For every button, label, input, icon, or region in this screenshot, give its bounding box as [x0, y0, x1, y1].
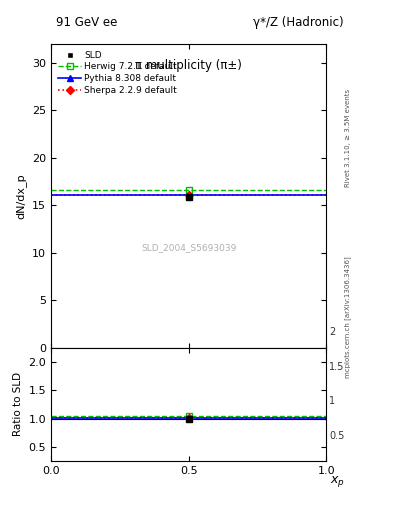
Text: SLD_2004_S5693039: SLD_2004_S5693039 — [141, 243, 236, 252]
Text: 0.5: 0.5 — [329, 431, 345, 441]
Text: 91 GeV ee: 91 GeV ee — [56, 16, 117, 29]
Text: γ*/Z (Hadronic): γ*/Z (Hadronic) — [253, 16, 344, 29]
Text: 1.5: 1.5 — [329, 361, 345, 372]
X-axis label: $x_p$: $x_p$ — [330, 474, 345, 489]
Text: π multiplicity (π±): π multiplicity (π±) — [135, 59, 242, 72]
Text: 1: 1 — [329, 396, 336, 407]
Text: Rivet 3.1.10, ≥ 3.5M events: Rivet 3.1.10, ≥ 3.5M events — [345, 89, 351, 187]
Text: 2: 2 — [329, 327, 336, 337]
Y-axis label: Ratio to SLD: Ratio to SLD — [13, 372, 23, 436]
Y-axis label: dN/dx_p: dN/dx_p — [16, 173, 27, 219]
Text: mcplots.cern.ch [arXiv:1306.3436]: mcplots.cern.ch [arXiv:1306.3436] — [344, 257, 351, 378]
Legend: SLD, Herwig 7.2.1 default, Pythia 8.308 default, Sherpa 2.2.9 default: SLD, Herwig 7.2.1 default, Pythia 8.308 … — [55, 48, 180, 98]
